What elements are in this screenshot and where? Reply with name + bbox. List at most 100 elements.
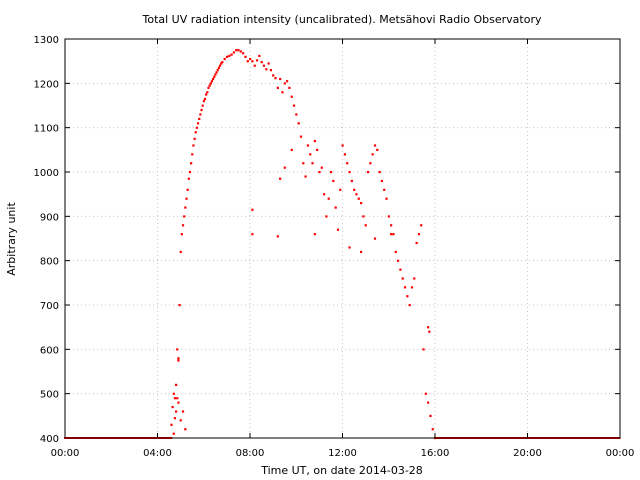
data-point	[306, 144, 310, 147]
data-point	[179, 419, 182, 422]
data-point	[239, 50, 242, 53]
data-point	[179, 250, 182, 253]
data-point	[399, 268, 402, 271]
data-point	[180, 233, 183, 236]
y-tick-label: 600	[40, 345, 59, 356]
axis-ticks	[64, 38, 621, 439]
data-point	[302, 162, 305, 165]
data-point	[353, 188, 356, 191]
data-point	[422, 348, 425, 351]
data-point	[295, 113, 298, 116]
y-tick-label: 400	[40, 434, 59, 445]
data-point	[346, 162, 349, 165]
data-point	[191, 153, 194, 156]
data-point	[262, 64, 266, 67]
data-point	[329, 171, 333, 174]
data-point	[323, 193, 326, 196]
data-point	[378, 171, 381, 174]
x-axis-label: Time UT, on date 2014-03-28	[260, 464, 423, 477]
plot-frame	[64, 38, 621, 439]
data-point	[216, 69, 219, 72]
data-point	[288, 86, 291, 89]
data-point	[390, 233, 393, 236]
data-point	[218, 64, 222, 67]
data-point	[417, 233, 421, 236]
data-point	[193, 137, 196, 140]
data-point	[401, 277, 404, 280]
x-tick-label: 16:00	[421, 448, 450, 459]
data-point	[362, 215, 365, 218]
data-point	[184, 428, 187, 431]
data-point	[242, 52, 245, 55]
y-tick-label: 1300	[34, 35, 59, 46]
data-point	[316, 148, 319, 152]
data-point	[360, 202, 363, 205]
data-point	[292, 104, 296, 107]
data-point	[176, 348, 179, 351]
data-point	[214, 73, 217, 76]
data-point	[420, 224, 423, 227]
data-point	[205, 93, 208, 96]
x-tick-labels: 00:00 04:00 08:00 12:00 16:00 20:00 00:00	[51, 448, 635, 459]
data-point	[373, 237, 377, 240]
data-point	[290, 95, 293, 98]
data-point	[348, 171, 351, 174]
data-point	[413, 277, 416, 280]
data-point	[350, 179, 353, 183]
data-point	[171, 405, 174, 409]
y-tick-label: 900	[40, 212, 59, 223]
data-point	[228, 54, 231, 58]
data-point	[415, 241, 418, 245]
data-point	[318, 171, 321, 174]
data-point	[230, 53, 233, 56]
data-point	[397, 259, 400, 262]
data-point	[221, 61, 224, 64]
data-point	[232, 51, 236, 54]
data-point	[357, 197, 360, 200]
data-point	[385, 197, 388, 200]
data-point	[184, 206, 187, 209]
data-point	[283, 82, 286, 85]
data-point	[431, 428, 434, 431]
data-point	[290, 148, 293, 152]
data-point	[276, 86, 279, 89]
data-point	[172, 432, 175, 435]
x-tick-label: 12:00	[328, 448, 357, 459]
data-point	[199, 113, 202, 116]
data-point	[371, 153, 374, 156]
data-point	[364, 224, 367, 227]
data-point	[334, 206, 337, 209]
data-point	[299, 135, 303, 138]
data-point	[343, 153, 347, 156]
data-point	[210, 80, 214, 83]
data-point	[203, 97, 207, 101]
data-point	[297, 122, 300, 125]
grid-lines	[65, 39, 620, 438]
data-point	[201, 104, 204, 107]
data-point	[304, 175, 307, 178]
data-point	[176, 397, 179, 400]
data-point	[220, 62, 223, 65]
x-tick-label: 00:00	[51, 448, 80, 459]
data-point	[258, 54, 261, 58]
data-point	[185, 197, 188, 200]
data-point	[175, 383, 178, 386]
data-point	[253, 64, 256, 67]
data-point	[403, 286, 407, 289]
data-point	[173, 417, 177, 420]
data-point	[428, 330, 431, 333]
data-point	[183, 215, 186, 218]
data-point	[212, 77, 215, 81]
data-point	[202, 100, 205, 103]
data-point	[387, 215, 390, 218]
y-axis-label: Arbitrary unit	[5, 202, 18, 276]
data-point	[237, 49, 240, 52]
data-point	[188, 171, 192, 174]
data-point	[208, 84, 211, 87]
data-point	[244, 55, 247, 58]
data-point	[279, 177, 282, 180]
y-tick-label: 1200	[34, 79, 59, 90]
y-tick-label: 700	[40, 301, 59, 312]
data-point	[424, 392, 427, 395]
data-point	[187, 177, 190, 180]
